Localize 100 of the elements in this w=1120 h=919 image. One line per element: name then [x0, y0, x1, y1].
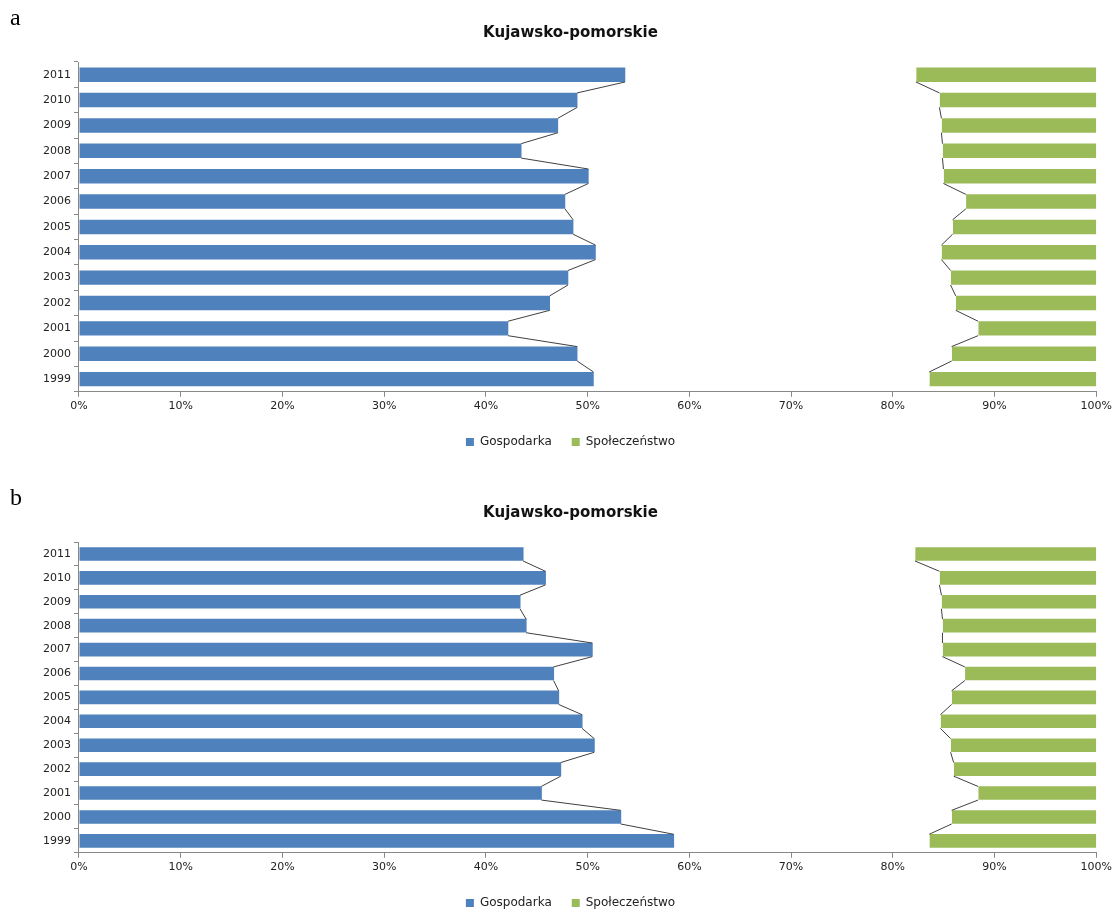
y-tick-label: 1999	[42, 371, 71, 385]
x-tick-label: 40%	[473, 860, 499, 874]
bar	[79, 245, 596, 260]
y-tick-label: 2005	[42, 219, 71, 233]
bar	[940, 714, 1097, 729]
y-tick-label: 2002	[42, 295, 71, 309]
bar	[79, 118, 559, 133]
x-tick-label: 70%	[778, 399, 804, 413]
bar	[79, 92, 578, 108]
x-tick-label: 10%	[168, 399, 193, 413]
bar	[79, 786, 542, 800]
bar	[79, 714, 583, 729]
chart-title: Kujawsko-pomorskie	[483, 502, 658, 521]
bar	[978, 786, 1097, 800]
y-tick-label: 2004	[42, 714, 71, 728]
bar	[916, 67, 1097, 82]
x-tick-label: 60%	[677, 399, 702, 413]
y-tick-label: 2009	[42, 118, 71, 132]
bar	[939, 92, 1097, 108]
bar	[79, 321, 509, 336]
bar	[79, 618, 527, 633]
bar	[79, 738, 595, 753]
y-tick-label: 2011	[42, 546, 71, 560]
bar	[79, 371, 594, 387]
x-tick-label: 70%	[778, 860, 804, 874]
bar	[79, 295, 550, 311]
bar	[955, 295, 1097, 311]
x-tick-label: 100%	[1080, 399, 1112, 413]
x-tick-label: 40%	[473, 399, 499, 413]
bar	[79, 67, 626, 82]
y-tick-label: 2002	[42, 761, 71, 775]
y-tick-label: 1999	[42, 833, 71, 847]
x-tick-label: 50%	[575, 860, 600, 874]
bar	[966, 194, 1097, 209]
x-tick-label: 60%	[677, 860, 702, 874]
legend-label: Gospodarka	[479, 895, 552, 910]
bar	[952, 219, 1097, 235]
y-tick-label: 2010	[42, 92, 71, 106]
bar	[942, 642, 1097, 657]
bar	[79, 571, 546, 585]
bar	[950, 738, 1097, 753]
bar	[79, 143, 522, 159]
bar	[950, 270, 1097, 285]
y-tick-label: 2008	[42, 143, 71, 157]
bar	[79, 270, 569, 285]
y-tick-label: 2010	[42, 570, 71, 584]
x-tick-label: 90%	[982, 860, 1007, 874]
bar	[79, 834, 675, 848]
legend-label: Gospodarka	[479, 434, 552, 449]
y-tick-label: 2009	[42, 594, 71, 608]
bar	[978, 321, 1097, 336]
x-tick-label: 0%	[70, 860, 88, 874]
y-tick-label: 2007	[42, 169, 71, 183]
legend-label: Społeczeństwo	[585, 434, 676, 449]
bar	[951, 810, 1097, 824]
y-tick-label: 2001	[42, 321, 71, 335]
bar	[941, 245, 1097, 260]
bar	[79, 690, 560, 705]
x-tick-label: 0%	[70, 399, 88, 413]
bar	[79, 594, 521, 609]
y-tick-label: 2007	[42, 642, 71, 656]
y-tick-label: 2006	[42, 194, 71, 208]
y-tick-label: 2004	[42, 245, 71, 259]
bar	[79, 547, 524, 561]
bar	[79, 168, 589, 184]
x-tick-label: 20%	[270, 860, 295, 874]
y-tick-label: 2000	[42, 346, 71, 360]
bar	[951, 690, 1097, 705]
x-tick-label: 20%	[270, 399, 295, 413]
chart-title: Kujawsko-pomorskie	[483, 22, 658, 41]
x-tick-label: 10%	[168, 860, 193, 874]
x-tick-label: 100%	[1080, 860, 1112, 874]
bar	[929, 834, 1097, 848]
bar	[915, 547, 1097, 561]
bar	[941, 594, 1097, 609]
bar	[79, 810, 622, 824]
bar	[79, 666, 555, 681]
bar	[79, 346, 578, 361]
bar	[965, 666, 1097, 681]
text: b	[10, 484, 22, 511]
bar	[79, 642, 593, 657]
x-tick-label: 80%	[880, 399, 906, 413]
x-tick-label: 80%	[880, 860, 906, 874]
bar	[79, 219, 574, 235]
bar	[942, 143, 1097, 159]
x-tick-label: 50%	[575, 399, 600, 413]
text: a	[10, 4, 21, 31]
bar	[939, 571, 1097, 585]
x-tick-label: 90%	[982, 399, 1007, 413]
bar	[953, 762, 1097, 776]
y-tick-label: 2011	[42, 67, 71, 81]
y-tick-label: 2006	[42, 666, 71, 680]
bar	[941, 118, 1097, 133]
bar	[951, 346, 1097, 361]
legend-label: Społeczeństwo	[585, 895, 676, 910]
y-tick-label: 2005	[42, 690, 71, 704]
y-tick-label: 2003	[42, 270, 71, 284]
bar	[79, 762, 562, 776]
y-tick-label: 2008	[42, 618, 71, 632]
bar	[79, 194, 566, 209]
